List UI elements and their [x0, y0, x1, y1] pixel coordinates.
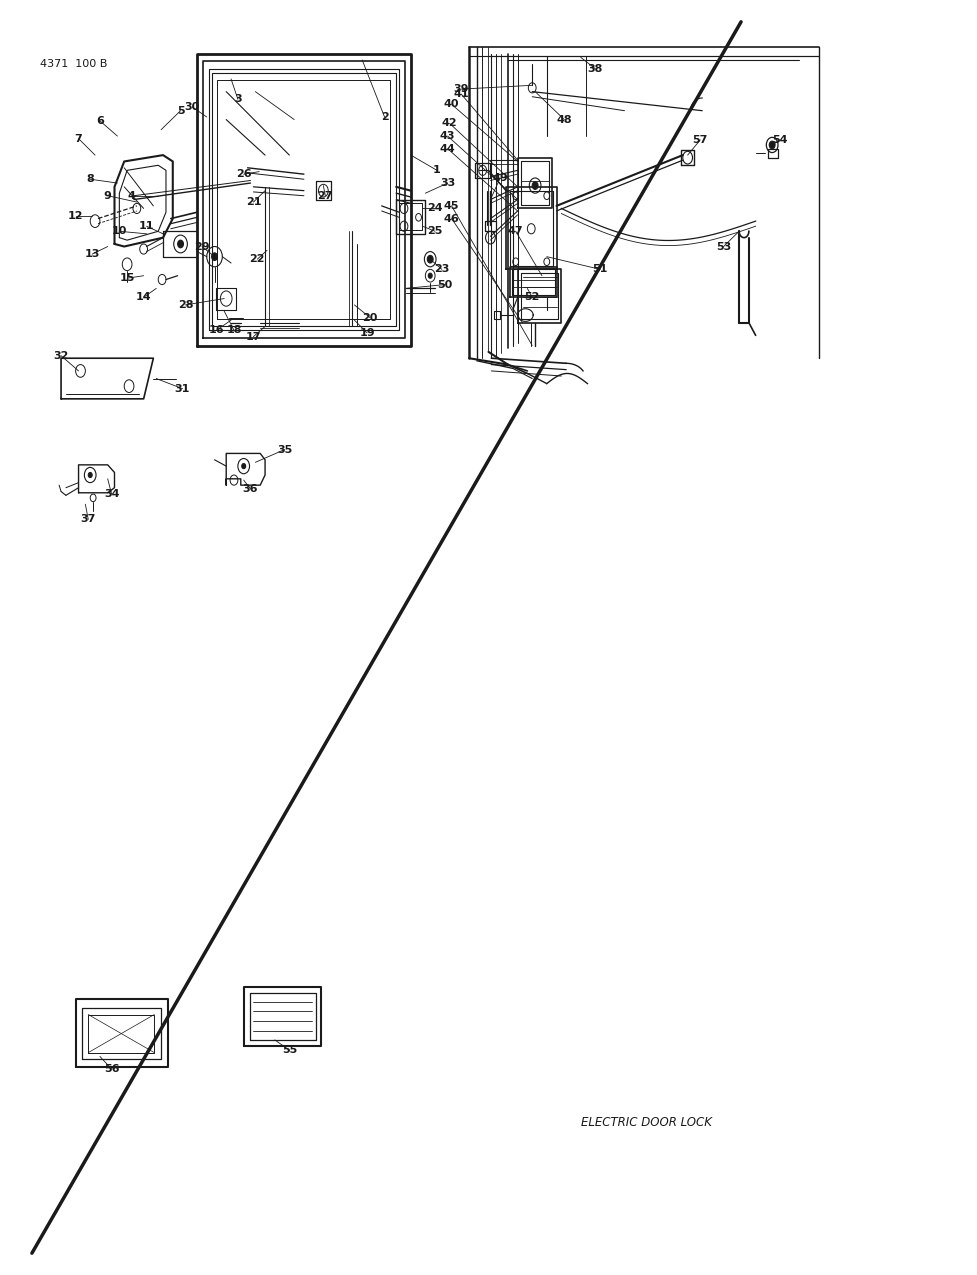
Text: 27: 27	[318, 191, 333, 200]
Text: 41: 41	[453, 89, 469, 99]
Text: 44: 44	[440, 144, 455, 154]
Text: 40: 40	[444, 99, 459, 110]
Text: 54: 54	[772, 135, 787, 145]
Text: 4: 4	[127, 191, 135, 200]
Circle shape	[428, 273, 432, 278]
Text: 39: 39	[453, 84, 469, 94]
Text: 56: 56	[104, 1065, 119, 1074]
Text: 17: 17	[245, 332, 261, 342]
Text: 31: 31	[175, 384, 191, 394]
Text: 55: 55	[281, 1046, 297, 1056]
Text: 1: 1	[433, 166, 441, 176]
Text: 48: 48	[557, 115, 573, 125]
Text: 11: 11	[139, 221, 154, 231]
Text: 5: 5	[177, 106, 185, 116]
Text: 42: 42	[442, 119, 457, 129]
Text: 16: 16	[209, 325, 225, 335]
Text: 20: 20	[362, 312, 378, 323]
Text: 12: 12	[67, 212, 83, 221]
Text: 7: 7	[74, 134, 82, 144]
Text: 37: 37	[80, 514, 96, 524]
Text: 14: 14	[136, 292, 151, 302]
Text: 57: 57	[693, 135, 708, 145]
Text: 8: 8	[86, 175, 94, 184]
Text: 36: 36	[242, 484, 258, 493]
Text: 24: 24	[427, 204, 443, 213]
Text: 51: 51	[592, 264, 608, 274]
Text: 19: 19	[360, 328, 375, 338]
Text: 2: 2	[381, 112, 389, 122]
Text: 32: 32	[54, 351, 68, 361]
Text: 4371  100 B: 4371 100 B	[40, 59, 107, 69]
Text: 29: 29	[194, 241, 210, 251]
Text: 6: 6	[96, 116, 104, 126]
Text: 18: 18	[227, 325, 241, 335]
Text: 34: 34	[104, 490, 119, 499]
Text: 3: 3	[234, 94, 241, 105]
Text: 45: 45	[444, 201, 459, 210]
Text: 23: 23	[434, 264, 449, 274]
Circle shape	[769, 142, 775, 149]
Text: 15: 15	[119, 273, 135, 283]
Text: 52: 52	[525, 292, 540, 302]
Circle shape	[212, 252, 218, 260]
Circle shape	[427, 255, 433, 263]
Text: 9: 9	[104, 191, 111, 200]
Text: 50: 50	[437, 279, 452, 289]
Circle shape	[532, 182, 538, 190]
Text: 53: 53	[716, 241, 731, 251]
Circle shape	[178, 240, 184, 247]
Text: 13: 13	[84, 249, 100, 259]
Text: ELECTRIC DOOR LOCK: ELECTRIC DOOR LOCK	[580, 1116, 712, 1128]
Text: 30: 30	[185, 102, 200, 112]
Text: 25: 25	[427, 226, 443, 236]
Text: 35: 35	[276, 445, 292, 455]
Text: 43: 43	[440, 131, 455, 142]
Text: 26: 26	[235, 170, 251, 180]
Text: 46: 46	[444, 214, 459, 223]
Text: 47: 47	[508, 226, 524, 236]
Text: 21: 21	[245, 198, 261, 207]
Text: 38: 38	[588, 64, 603, 74]
Circle shape	[88, 473, 92, 478]
Text: 22: 22	[249, 254, 265, 264]
Text: 10: 10	[111, 226, 127, 236]
Circle shape	[241, 464, 245, 469]
Text: 49: 49	[492, 173, 508, 182]
Text: 28: 28	[178, 300, 193, 310]
Text: 33: 33	[440, 179, 455, 187]
